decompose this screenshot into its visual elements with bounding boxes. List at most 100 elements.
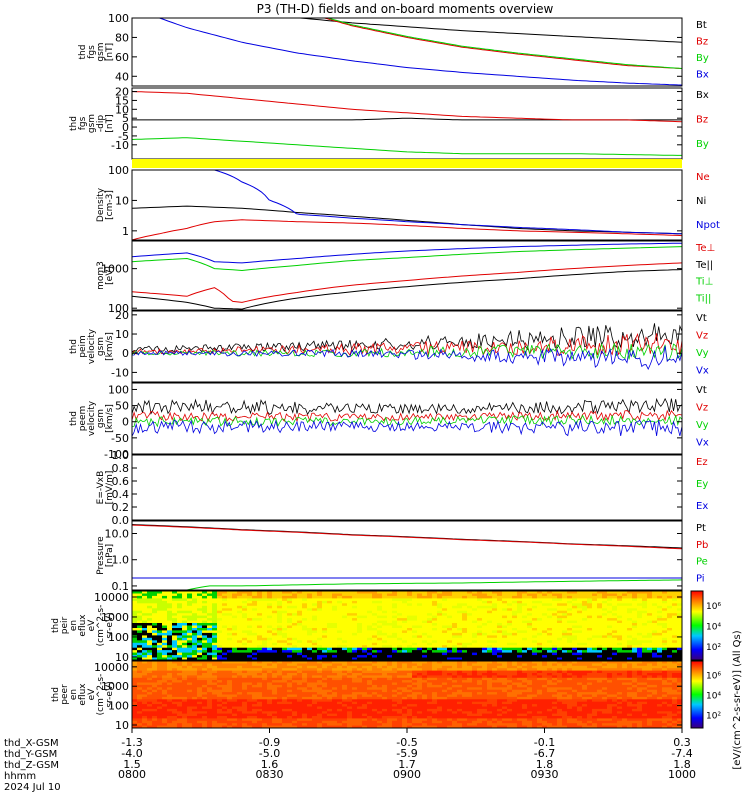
spectrogram-cell [202,708,208,712]
spectrogram-cell [302,605,308,609]
spectrogram-cell [437,637,443,641]
spectrogram-cell [157,720,163,724]
spectrogram-cell [157,723,163,727]
spectrogram-cell [677,625,682,629]
spectrogram-cell [272,716,278,719]
spectrogram-cell [222,630,228,634]
spectrogram-cell [397,652,403,656]
spectrogram-cell [192,650,198,654]
spectrogram-cell [262,650,268,654]
spectrogram-cell [502,610,508,614]
spectrogram-cell [207,620,213,624]
spectrogram-cell [382,637,388,641]
spectrogram-cell [337,593,343,597]
spectrogram-cell [182,600,188,604]
spectrogram-cell [322,650,328,654]
spectrogram-cell [547,623,553,627]
spectrogram-cell [247,675,253,679]
spectrogram-cell [212,623,218,627]
spectrogram-cell [232,663,238,667]
spectrogram-cell [197,661,203,664]
y-axis-label-line: thd [78,45,88,60]
spectrogram-cell [277,661,283,664]
spectrogram-cell [307,694,313,698]
legend-Pe: Pe [696,557,708,568]
spectrogram-cell [352,657,358,660]
spectrogram-cell [417,718,423,722]
spectrogram-cell [602,600,608,604]
spectrogram-cell [232,665,238,669]
spectrogram-cell [307,657,313,660]
spectrogram-cell [422,670,428,674]
spectrogram-cell [427,680,433,684]
spectrogram-cell [497,625,503,629]
spectrogram-cell [302,711,308,715]
spectrogram-cell [502,605,508,609]
spectrogram-cell [312,657,318,660]
spectrogram-cell [182,677,188,681]
spectrogram-cell [227,663,233,667]
spectrogram-cell [342,640,348,644]
spectrogram-cell [302,723,308,727]
spectrogram-cell [652,632,658,636]
spectrogram-cell [572,591,578,595]
spectrogram-cell [327,723,333,727]
spectrogram-cell [497,620,503,624]
spectrogram-cell [207,600,213,604]
spectrogram-cell [167,668,173,672]
spectrogram-cell [197,713,203,717]
spectrogram-cell [367,650,373,654]
spectrogram-cell [497,600,503,604]
spectrogram-cell [272,650,278,654]
spectrogram-cell [232,716,238,719]
spectrogram-cell [422,618,428,622]
spectrogram-cell [402,687,408,691]
spectrogram-cell [252,632,258,636]
y-axis-label-line: [nPa] [105,544,115,567]
spectrogram-cell [402,603,408,607]
spectrogram-cell [562,595,568,599]
spectrogram-cell [282,608,288,612]
spectrogram-cell [617,635,623,639]
spectrogram-cell [157,630,163,634]
spectrogram-cell [602,608,608,612]
spectrogram-cell [562,593,568,597]
spectrogram-cell [422,645,428,649]
spectrogram-cell [502,650,508,654]
spectrogram-cell [617,618,623,622]
spectrogram-cell [392,632,398,636]
spectrogram-cell [387,670,393,674]
spectrogram-cell [472,603,478,607]
spectrogram-cell [257,652,263,656]
spectrogram-cell [292,718,298,722]
spectrogram-cell [382,625,388,629]
spectrogram-cell [292,652,298,656]
spectrogram-cell [292,595,298,599]
spectrogram-cell [432,635,438,639]
spectrogram-cell [292,661,298,664]
spectrogram-cell [637,637,643,641]
spectrogram-cell [232,708,238,712]
spectrogram-cell [502,595,508,599]
spectrogram-cell [157,718,163,722]
spectrogram-cell [357,657,363,660]
spectrogram-cell [307,696,313,700]
spectrogram-cell [207,628,213,632]
spectrogram-cell [362,663,368,667]
spectrogram-cell [282,725,288,728]
spectrogram-cell [382,640,388,644]
spectrogram-cell [227,610,233,614]
spectrogram-cell [397,605,403,609]
spectrogram-cell [652,657,658,660]
spectrogram-cell [512,605,518,609]
spectrogram-cell [557,600,563,604]
spectrogram-cell [402,694,408,698]
spectrogram-cell [267,628,273,632]
spectrogram-cell [572,652,578,656]
spectrogram-cell [332,713,338,717]
spectrogram-cell [677,608,682,612]
spectrogram-cell [182,640,188,644]
spectrogram-cell [632,630,638,634]
spectrogram-cell [432,628,438,632]
spectrogram-cell [402,701,408,705]
